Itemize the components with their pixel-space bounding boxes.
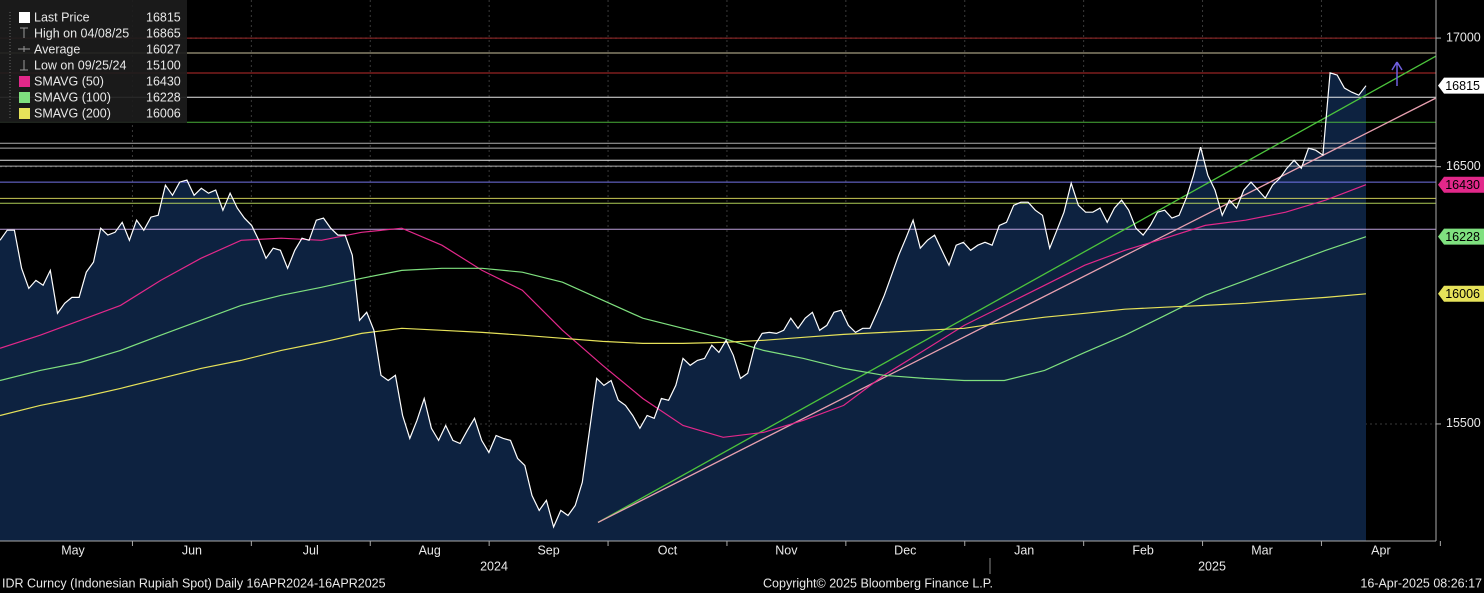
legend-value: 16865 [146, 26, 181, 40]
x-tick-label: Mar [1251, 543, 1273, 557]
legend-swatch [19, 108, 30, 119]
legend-icon [18, 46, 30, 52]
value-tag-label: 16815 [1445, 79, 1480, 93]
sma-line [0, 293, 1367, 417]
legend-value: 16430 [146, 74, 181, 88]
x-tick-label: Apr [1371, 543, 1390, 557]
legend-value: 16228 [146, 90, 181, 104]
legend-value: 16815 [146, 10, 181, 24]
x-tick-label: Nov [775, 543, 798, 557]
year-label: 2025 [1198, 559, 1226, 573]
y-tick-label: 16500 [1446, 159, 1481, 173]
footer-left: IDR Curncy (Indonesian Rupiah Spot) Dail… [2, 576, 386, 590]
sma-line [0, 236, 1367, 382]
year-label: 2024 [480, 559, 508, 573]
x-tick-label: Jan [1014, 543, 1034, 557]
legend-label: Last Price [34, 10, 90, 24]
legend-label: SMAVG (50) [34, 74, 104, 88]
legend-swatch [19, 76, 30, 87]
value-tag-label: 16228 [1445, 230, 1480, 244]
x-tick-label: Jul [303, 543, 319, 557]
legend-swatch [19, 12, 30, 23]
x-tick-label: Dec [894, 543, 916, 557]
legend-label: SMAVG (200) [34, 106, 111, 120]
plot-area [0, 0, 1437, 542]
value-tag [1438, 176, 1484, 193]
x-tick-label: Oct [658, 543, 678, 557]
x-tick-label: May [61, 543, 85, 557]
value-tag-label: 16006 [1445, 287, 1480, 301]
legend-label: Average [34, 42, 80, 56]
legend-icon [20, 27, 28, 38]
y-tick-label: 15500 [1446, 416, 1481, 430]
legend: Last Price 16815 High on 04/08/25 16865 Aver… [0, 0, 187, 123]
arrow-marker [1391, 61, 1403, 86]
legend-box [0, 0, 187, 123]
legend-value: 16006 [146, 106, 181, 120]
y-tick-label: 17000 [1446, 30, 1481, 44]
x-tick-label: Sep [537, 543, 559, 557]
legend-label: High on 04/08/25 [34, 26, 129, 40]
legend-value: 15100 [146, 58, 181, 72]
x-tick-label: Jun [182, 543, 202, 557]
legend-swatch [19, 92, 30, 103]
footer-center: Copyright© 2025 Bloomberg Finance L.P. [763, 576, 993, 590]
trend-line [597, 97, 1437, 524]
value-tag [1438, 228, 1484, 245]
x-tick-label: Aug [419, 543, 441, 557]
value-tag-label: 16430 [1445, 178, 1480, 192]
x-tick-label: Feb [1132, 543, 1154, 557]
legend-label: Low on 09/25/24 [34, 58, 126, 72]
trend-line [597, 55, 1437, 524]
legend-label: SMAVG (100) [34, 90, 111, 104]
value-tag [1438, 285, 1484, 302]
price-area [0, 72, 1366, 542]
footer-right: 16-Apr-2025 08:26:17 [1360, 576, 1482, 590]
value-tag [1438, 77, 1484, 94]
price-line [0, 71, 1367, 529]
legend-icon [20, 60, 28, 71]
legend-value: 16027 [146, 42, 181, 56]
sma-line [0, 184, 1367, 438]
